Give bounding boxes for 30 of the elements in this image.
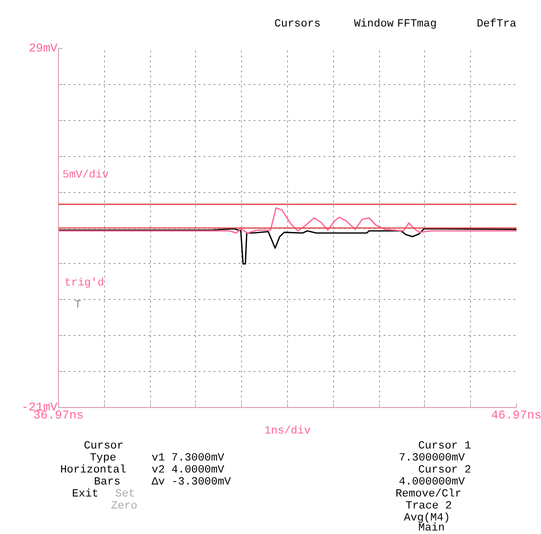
- text: Cursor 2: [418, 464, 472, 476]
- text: Trace 2: [406, 500, 452, 512]
- text: Main: [418, 522, 445, 534]
- text: Δv -3.3000mV: [152, 476, 232, 488]
- text: Avg(M4): [404, 512, 450, 524]
- text: Cursor 1: [418, 440, 472, 452]
- text: Window: [354, 18, 394, 30]
- text: Cursor: [84, 440, 124, 452]
- text: Bars: [94, 476, 120, 488]
- text: Remove/Clr: [395, 488, 462, 500]
- annotation: T: [74, 300, 82, 312]
- text: v1 7.3000mV: [152, 452, 225, 464]
- text: 4.000000mV: [398, 476, 466, 488]
- x-axis-title: 1ns/div: [264, 426, 312, 438]
- text: Exit: [72, 488, 98, 500]
- y-axis-title: 5mV/div: [62, 170, 110, 182]
- text: Cursors: [274, 18, 321, 30]
- line-series: [58, 228, 516, 265]
- annotation: trig'd: [64, 278, 104, 290]
- text: DefTra: [476, 18, 517, 30]
- text: 7.300000mV: [398, 452, 466, 464]
- line-series: [58, 207, 516, 234]
- text: Horizontal: [60, 464, 126, 476]
- text: FFTmag: [397, 18, 437, 30]
- text: v2 4.0000mV: [152, 464, 225, 476]
- y-tick-label: 29mV: [28, 42, 58, 56]
- x-tick-label: 46.97ns: [491, 408, 541, 422]
- text: Set: [115, 488, 136, 500]
- text: Zero: [110, 500, 138, 512]
- text: Type: [90, 452, 116, 464]
